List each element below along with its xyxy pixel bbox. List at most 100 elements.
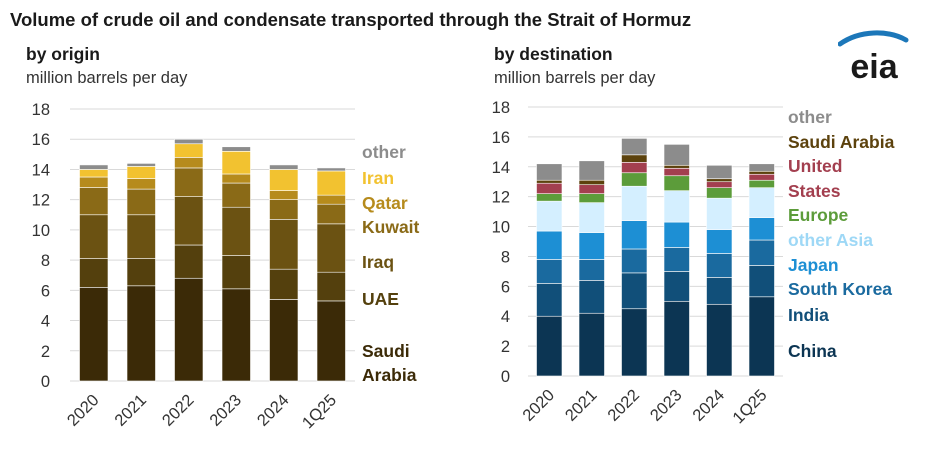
bar-segment <box>621 172 648 187</box>
bar-segment <box>126 258 156 287</box>
bar-segment <box>221 182 251 208</box>
series-label: India <box>788 305 829 325</box>
series-label: other Asia <box>788 230 873 250</box>
bar-segment <box>748 170 775 175</box>
bar-segment <box>748 163 775 172</box>
bar-segment <box>536 230 563 260</box>
series-label: other <box>788 107 832 127</box>
y-tick-label: 18 <box>492 99 510 117</box>
y-tick-label: 16 <box>32 131 50 149</box>
bar-segment <box>578 232 605 260</box>
eia-logo-text: eia <box>850 48 898 84</box>
bar-segment <box>706 178 733 183</box>
y-tick-label: 2 <box>41 343 50 361</box>
bar-segment <box>706 164 733 180</box>
series-label: Qatar <box>362 193 408 213</box>
y-tick-label: 0 <box>41 373 50 391</box>
x-tick-label: 2023 <box>206 391 245 430</box>
bar-segment <box>663 271 690 302</box>
bar-segment <box>269 190 299 200</box>
bar-segment <box>221 173 251 184</box>
bar-segment <box>221 288 251 382</box>
bar-segment <box>578 312 605 377</box>
bar-segment <box>269 219 299 270</box>
bar-segment <box>536 200 563 232</box>
bar-segment <box>748 296 775 377</box>
series-label: Kuwait <box>362 217 420 237</box>
bar-segment <box>663 144 690 166</box>
bar-segment <box>663 300 690 377</box>
x-tick-label: 2024 <box>689 386 728 425</box>
bar-segment <box>126 163 156 167</box>
x-tick-label: 2022 <box>604 386 643 425</box>
bar-segment <box>663 190 690 223</box>
series-label: United <box>788 156 842 176</box>
bar-segment <box>748 239 775 266</box>
bar-segment <box>621 185 648 221</box>
bar-segment <box>578 160 605 181</box>
bar-segment <box>536 179 563 184</box>
origin-chart: 0 2 4 6 8 10 12 14 16 18 2020 2021 2022 2023 2024 1Q25 S… <box>32 101 420 432</box>
bar-segment <box>316 170 346 196</box>
bar-segment <box>316 167 346 172</box>
bar-segment <box>79 176 109 188</box>
bar-segment <box>706 181 733 189</box>
bar-segment <box>79 258 109 288</box>
x-tick-label: 2021 <box>111 391 150 430</box>
bar-segment <box>578 280 605 314</box>
bar-segment <box>748 217 775 241</box>
y-tick-label: 12 <box>32 192 50 210</box>
bar-segment <box>578 202 605 233</box>
y-tick-label: 16 <box>492 129 510 147</box>
series-label: South Korea <box>788 279 892 299</box>
bar-segment <box>174 138 204 145</box>
bar-segment <box>221 151 251 175</box>
y-tick-label: 4 <box>501 308 510 326</box>
bar-segment <box>126 178 156 190</box>
bar-segment <box>79 164 109 170</box>
bar-segment <box>126 214 156 259</box>
bar-segment <box>621 220 648 250</box>
bar-segment <box>221 206 251 256</box>
eia-logo-swoosh <box>838 30 909 47</box>
bar-segment <box>536 163 563 181</box>
bar-segment <box>221 255 251 290</box>
series-label: Japan <box>788 255 839 275</box>
y-tick-label: 10 <box>492 219 510 237</box>
bar-segment <box>578 259 605 281</box>
destination-chart: 0 2 4 6 8 10 12 14 16 18 2020 2021 2022 2023 2024 1Q25 C… <box>492 99 895 427</box>
bar-segment <box>578 179 605 186</box>
x-tick-label: 2022 <box>159 391 198 430</box>
x-tick-label: 1Q25 <box>729 386 770 427</box>
bar-segment <box>621 308 648 377</box>
bar-segment <box>621 161 648 174</box>
bar-segment <box>663 175 690 191</box>
bar-segment <box>706 303 733 377</box>
bar-segment <box>706 253 733 278</box>
bar-segment <box>126 188 156 216</box>
y-tick-label: 12 <box>492 189 510 207</box>
left-panel-title: by origin <box>26 44 100 64</box>
bar-segment <box>126 166 156 179</box>
bar-segment <box>174 277 204 382</box>
x-tick-label: 2020 <box>519 386 558 425</box>
bar-segment <box>316 194 346 205</box>
x-tick-label: 2024 <box>254 391 293 430</box>
y-tick-label: 6 <box>41 282 50 300</box>
bar-segment <box>269 169 299 191</box>
bar-segment <box>748 265 775 298</box>
series-label: Iran <box>362 168 394 188</box>
bar-segment <box>79 214 109 259</box>
bar-segment <box>578 184 605 194</box>
y-tick-label: 14 <box>492 159 510 177</box>
y-tick-label: 6 <box>501 278 510 296</box>
bar-segment <box>663 221 690 248</box>
x-tick-label: 2020 <box>64 391 103 430</box>
y-tick-label: 8 <box>41 252 50 270</box>
bar-segment <box>536 315 563 377</box>
bar-segment <box>79 287 109 382</box>
bar-segment <box>316 300 346 382</box>
series-label: Saudi <box>362 341 410 361</box>
bar-segment <box>621 138 648 156</box>
